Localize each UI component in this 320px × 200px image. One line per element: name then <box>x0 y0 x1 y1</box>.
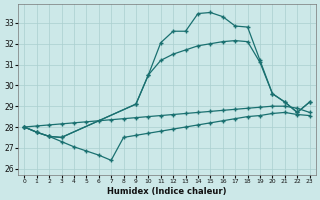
X-axis label: Humidex (Indice chaleur): Humidex (Indice chaleur) <box>107 187 227 196</box>
